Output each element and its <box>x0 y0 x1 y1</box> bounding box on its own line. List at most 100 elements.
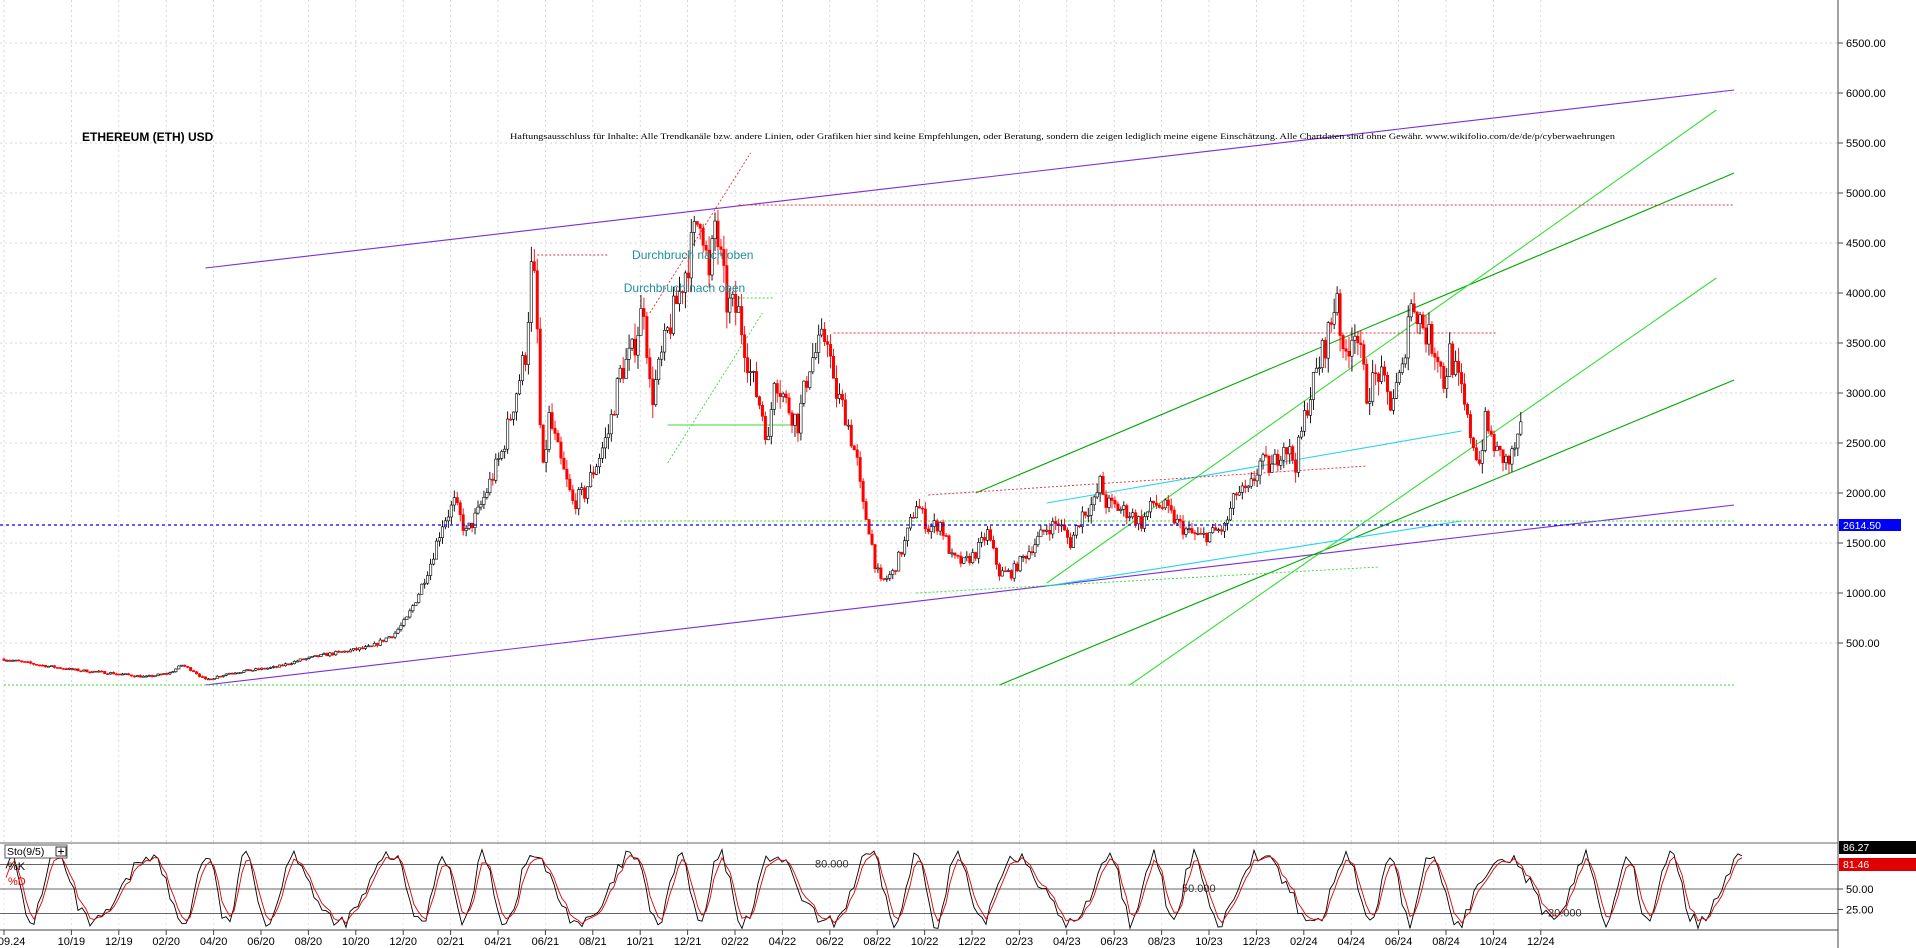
x-tick-label: 12/24 <box>1527 936 1555 948</box>
candle-body <box>192 670 196 673</box>
candle-body <box>1451 343 1455 375</box>
candle-body <box>369 645 373 648</box>
candle-body <box>962 557 966 564</box>
chart-title: ETHEREUM (ETH) USD <box>82 130 214 144</box>
candle-body <box>603 437 607 449</box>
candle-body <box>375 643 379 646</box>
candle-body <box>775 383 779 394</box>
candle-body <box>1344 348 1348 352</box>
candle-body <box>488 478 492 493</box>
candle-body <box>357 647 361 651</box>
candle-body <box>633 338 637 356</box>
candle-body <box>14 659 18 662</box>
candle-body <box>1326 322 1330 359</box>
candle-body <box>289 663 293 666</box>
candle-body <box>621 367 625 379</box>
candle-body <box>630 338 634 349</box>
sto-tick-label: 25.00 <box>1846 905 1874 917</box>
candle-body <box>73 668 77 671</box>
candle-body <box>831 355 835 379</box>
candle-body <box>1012 563 1016 579</box>
x-tick-label: 04/22 <box>769 936 797 948</box>
candle-body <box>900 551 904 555</box>
candle-body <box>994 547 998 565</box>
candle-body <box>926 528 930 532</box>
candle-body <box>141 675 145 678</box>
candle-body <box>423 582 427 585</box>
candle-body <box>980 537 984 543</box>
candle-body <box>2 658 6 661</box>
candle-body <box>781 393 785 397</box>
candle-body <box>1261 454 1265 462</box>
candle-body <box>618 367 622 379</box>
candle-body <box>1436 356 1440 363</box>
x-tick-label: 10/22 <box>911 936 939 948</box>
candle-body <box>769 409 773 437</box>
trendline <box>205 504 1735 686</box>
current-price-label: 2614.50 <box>1843 520 1881 532</box>
candle-body <box>224 673 228 676</box>
candle-body <box>1237 492 1241 496</box>
candle-body <box>772 383 776 410</box>
candle-body <box>1220 529 1224 532</box>
candle-body <box>295 660 299 663</box>
d-label: %D <box>8 876 26 888</box>
candle-body <box>1362 344 1366 365</box>
d-value: 81.46 <box>1843 859 1869 871</box>
candle-body <box>680 291 684 293</box>
candle-body <box>1083 511 1087 516</box>
candle-body <box>1116 503 1120 511</box>
candle-body <box>1480 450 1484 464</box>
candle-body <box>512 411 516 420</box>
candle-body <box>254 668 258 671</box>
trendline <box>1046 109 1717 584</box>
candle-body <box>1033 544 1037 554</box>
candle-body <box>997 564 1001 577</box>
candle-body <box>209 678 213 681</box>
candle-body <box>725 265 729 313</box>
candle-body <box>1377 373 1381 382</box>
candle-body <box>322 653 326 655</box>
candle-body <box>458 502 462 515</box>
candle-body <box>746 357 750 374</box>
trendline <box>1046 520 1462 587</box>
candle-body <box>1021 555 1025 558</box>
current-price-badge <box>1839 519 1901 531</box>
candle-body <box>1285 447 1289 455</box>
candle-body <box>571 489 575 502</box>
sto-k-line <box>5 848 1743 930</box>
candle-body <box>1190 528 1194 533</box>
candle-body <box>227 672 231 675</box>
candle-body <box>743 334 747 358</box>
candle-body <box>808 371 812 388</box>
candle-body <box>1214 527 1218 531</box>
candle-body <box>1018 556 1022 572</box>
candle-body <box>135 675 139 678</box>
candle-body <box>1223 523 1227 532</box>
candle-body <box>1157 504 1161 508</box>
x-tick-label: 04/23 <box>1053 936 1081 948</box>
candle-body <box>1365 364 1369 404</box>
sto-tick-label: 50.00 <box>1846 884 1874 896</box>
candle-body <box>1228 507 1232 521</box>
candle-body <box>651 378 655 405</box>
candle-body <box>298 658 302 662</box>
candle-body <box>165 673 169 675</box>
candle-body <box>1048 529 1052 535</box>
candle-body <box>417 594 421 603</box>
x-tick-label: 08/21 <box>579 936 607 948</box>
candle-body <box>349 649 353 653</box>
candle-body <box>263 667 267 670</box>
x-axis-ticks: 26.09.24 10/19 12/19 02/20 04/20 06/20 08/20 10… <box>0 930 1555 948</box>
candle-body <box>1306 410 1310 416</box>
candle-body <box>1074 525 1078 536</box>
candle-body <box>947 535 951 554</box>
candle-body <box>1270 463 1274 473</box>
trendline <box>928 465 1367 496</box>
candle-body <box>843 399 847 426</box>
candle-body <box>280 664 284 667</box>
candle-body <box>186 666 190 668</box>
candle-body <box>1110 497 1114 501</box>
candle-body <box>784 393 788 399</box>
candle-body <box>278 664 282 668</box>
